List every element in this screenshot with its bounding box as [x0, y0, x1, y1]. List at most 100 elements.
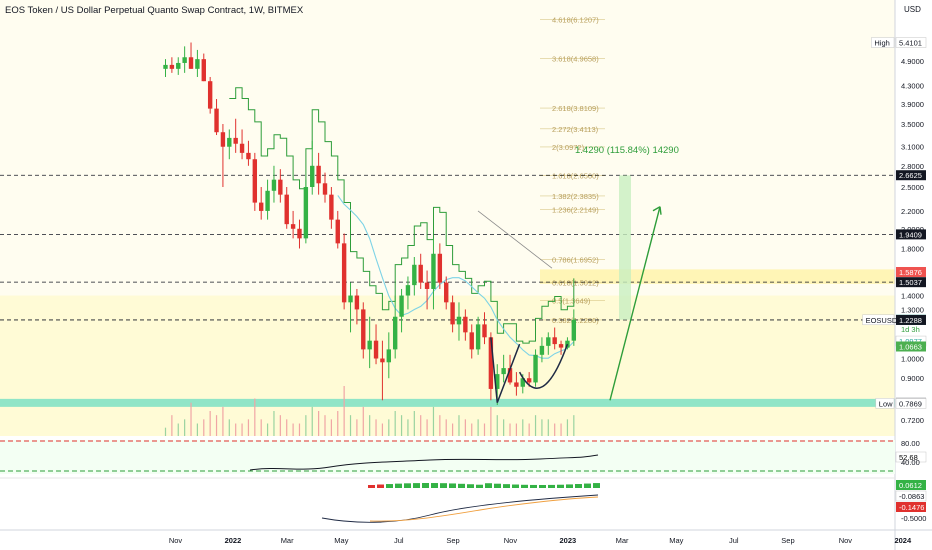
macd-tick-label: -0.5000: [901, 514, 926, 523]
rsi-value-text: 52.68: [899, 453, 918, 462]
candle-body: [507, 368, 513, 383]
candle-body: [316, 165, 321, 184]
time-tick-label: May: [669, 536, 683, 545]
lower-zone-bg: [0, 295, 895, 436]
volume-bar: [292, 423, 294, 436]
candle-body: [501, 368, 506, 375]
volume-bar: [273, 411, 275, 436]
macd-histogram-bar: [503, 484, 510, 488]
volume-bar: [369, 415, 371, 436]
macd-histogram-bar: [386, 484, 393, 488]
rsi-tick-label: 80.00: [901, 439, 920, 448]
candle-body: [495, 374, 500, 389]
projection-arrow-line: [609, 206, 661, 401]
candle-body: [386, 349, 391, 363]
price-tag: [895, 37, 927, 48]
volume-bar: [164, 427, 167, 436]
time-tick-label: Nov: [169, 536, 183, 545]
candle-body: [380, 358, 385, 363]
volume-bar: [458, 415, 460, 436]
macd-value-tag: [896, 502, 926, 512]
macd-histogram-bar: [521, 484, 528, 488]
volume-bar: [515, 423, 517, 436]
price-tag: [896, 314, 926, 325]
candle-body: [450, 302, 455, 325]
rsi-line: [249, 454, 599, 471]
candle-body: [259, 202, 264, 211]
macd-histogram-bar: [413, 483, 420, 488]
volume-bar: [266, 423, 269, 436]
fib-level-label: 0.618(1.5012): [552, 278, 599, 287]
macd-value-text: 0.0612: [899, 481, 922, 490]
candle-body: [169, 64, 175, 69]
volume-bar: [343, 386, 345, 436]
volume-bar: [184, 419, 186, 436]
macd-histogram-bar: [377, 484, 384, 488]
volume-bar: [496, 415, 498, 436]
candle-body: [361, 309, 366, 350]
time-tick-label: Nov: [504, 536, 518, 545]
fib-level-label: 2.618(3.8109): [552, 104, 599, 113]
volume-bar: [324, 415, 326, 436]
candle-body: [290, 224, 296, 229]
candle-body: [482, 324, 487, 338]
macd-value-text: -0.1476: [899, 503, 924, 512]
volume-bar: [503, 419, 505, 436]
price-tick-label: 1.0000: [901, 355, 924, 364]
volume-bar: [260, 419, 262, 436]
candle-body: [220, 132, 226, 147]
volume-bar: [400, 415, 403, 436]
projection-label: 1.4290 (115.84%) 14290: [575, 145, 679, 156]
candle-body: [176, 62, 181, 69]
candle-body: [195, 59, 200, 69]
candle-body: [437, 253, 443, 283]
volume-bar: [490, 406, 492, 436]
volume-bar: [547, 419, 549, 436]
volume-bar: [298, 423, 301, 436]
support-zone: [0, 398, 895, 407]
candle-body: [303, 187, 309, 239]
fib-level-label: 0.786(1.6952): [552, 256, 599, 265]
candle-body: [341, 243, 347, 303]
candle-body: [188, 57, 194, 69]
fib-level-label: 1.382(2.3835): [552, 192, 599, 201]
volume-bar: [394, 411, 396, 436]
pattern-cup-curve: [518, 343, 569, 389]
volume-bar: [426, 419, 428, 436]
candle-body: [201, 59, 206, 82]
candle-body: [297, 228, 302, 239]
candle-body: [546, 337, 551, 346]
candle-body: [271, 179, 277, 191]
candle-body: [392, 316, 398, 350]
price-tick-label: 2.5000: [901, 183, 924, 192]
volume-bar: [349, 415, 352, 436]
candle-body: [488, 337, 494, 389]
volume-bar: [279, 415, 281, 436]
candle-body: [431, 253, 436, 289]
macd-histogram-bar: [440, 483, 447, 488]
price-tick-label: 0.7200: [901, 416, 924, 425]
rsi-pane-bg: [0, 440, 895, 474]
candle-body: [463, 316, 468, 333]
candle-body: [520, 378, 525, 387]
price-tick-label: 3.1000: [901, 143, 924, 152]
volume-bar: [356, 419, 358, 436]
fib-level-label: 4.618(6.1207): [552, 15, 599, 24]
projection-box: [619, 175, 631, 320]
price-tag-text: 0.7869: [899, 399, 922, 408]
volume-bar: [177, 423, 179, 436]
candle-body: [405, 285, 411, 296]
candle-body: [278, 179, 283, 195]
volume-bar: [445, 419, 447, 436]
macd-histogram-bar: [512, 484, 519, 488]
price-tag: [896, 277, 926, 288]
price-tag-side-label: EOSUSD: [866, 316, 898, 325]
candle-body: [514, 382, 519, 387]
price-tick-label: 2.0000: [901, 225, 924, 234]
price-tick-label: 4.9000: [901, 57, 924, 66]
volume-bar: [534, 415, 537, 436]
price-tag-sub-label: 1d 3h: [901, 325, 920, 334]
volume-bar: [483, 423, 486, 436]
